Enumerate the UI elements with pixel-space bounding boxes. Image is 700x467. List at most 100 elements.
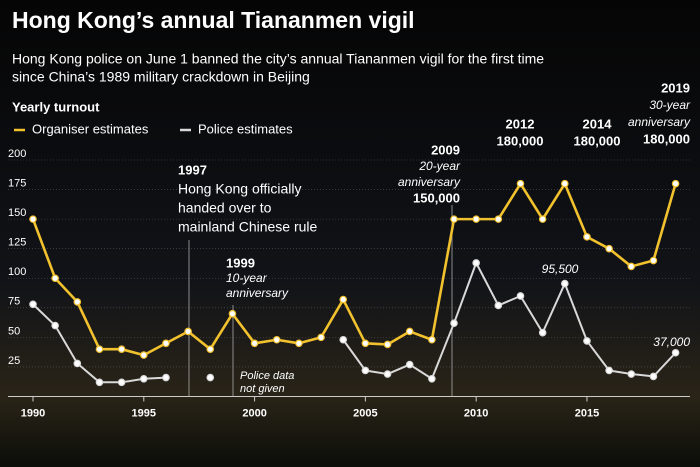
data-point	[29, 300, 37, 309]
data-point	[627, 262, 636, 271]
data-point	[206, 373, 215, 382]
data-point	[228, 309, 237, 318]
data-point	[605, 244, 613, 253]
data-point	[450, 215, 458, 223]
annotation: anniversary	[628, 115, 691, 129]
annotation: 1999	[226, 255, 255, 270]
data-point	[184, 327, 192, 336]
data-point	[162, 339, 170, 348]
data-point	[538, 215, 547, 223]
annotation: Police data	[240, 370, 294, 382]
data-point	[516, 292, 525, 300]
legend-label: Organiser estimates	[32, 121, 149, 136]
y-tick-label: 175	[8, 177, 26, 189]
y-tick-label: 25	[8, 355, 20, 367]
data-point	[295, 339, 303, 348]
series-line	[31, 182, 677, 357]
data-point	[117, 378, 126, 387]
legend-title: Yearly turnout	[12, 99, 100, 114]
data-point	[583, 337, 591, 345]
annotation: anniversary	[398, 175, 461, 189]
annotation: 1997	[178, 162, 207, 177]
data-point	[73, 298, 82, 306]
data-point	[73, 359, 82, 368]
data-point	[383, 340, 392, 349]
data-point	[139, 351, 148, 359]
data-point	[51, 274, 59, 283]
data-point	[361, 366, 370, 375]
data-point	[29, 215, 37, 223]
data-point	[51, 321, 59, 330]
annotation: 2019	[661, 80, 690, 95]
data-point	[272, 335, 281, 344]
chart-title: Hong Kong’s annual Tiananmen vigil	[12, 7, 415, 33]
data-point	[339, 295, 348, 304]
data-point	[383, 370, 392, 378]
x-tick-label: 2000	[242, 407, 266, 419]
subtitle: Hong Kong police on June 1 banned the ci…	[12, 51, 544, 67]
x-tick-label: 2010	[464, 407, 488, 419]
data-point	[472, 259, 480, 267]
annotation: 37,000	[653, 335, 690, 349]
data-point	[649, 256, 658, 265]
annotation: handed over to	[178, 200, 272, 216]
annotation: 2009	[431, 142, 460, 157]
x-tick-label: 1995	[132, 407, 156, 419]
data-point	[162, 373, 170, 382]
data-point	[649, 372, 658, 381]
data-point	[250, 339, 259, 348]
data-point	[671, 179, 680, 188]
annotation: 30-year	[649, 98, 691, 112]
y-tick-label: 75	[8, 296, 20, 308]
annotation: 180,000	[643, 131, 690, 146]
y-tick-label: 125	[8, 237, 26, 249]
data-point	[405, 327, 414, 336]
data-point	[671, 348, 680, 357]
y-tick-label: 200	[8, 148, 26, 160]
legend-label: Police estimates	[198, 121, 293, 136]
annotation: 10-year	[226, 271, 268, 285]
data-point	[317, 333, 325, 342]
data-point	[405, 360, 414, 369]
annotation: Hong Kong officially	[178, 181, 301, 197]
annotation: 2014	[583, 116, 613, 131]
x-tick-label: 2005	[353, 407, 377, 419]
data-point	[494, 301, 503, 310]
y-tick-label: 50	[8, 325, 20, 337]
data-point	[494, 215, 503, 223]
annotation: anniversary	[226, 286, 289, 300]
data-point	[583, 233, 591, 241]
annotation: not given	[240, 383, 285, 395]
data-point	[139, 374, 148, 383]
annotation: 180,000	[574, 133, 621, 148]
data-point	[95, 345, 104, 354]
data-point	[95, 378, 104, 387]
data-point	[561, 279, 569, 288]
annotation: 180,000	[497, 133, 544, 148]
y-tick-label: 100	[8, 266, 26, 278]
annotation: 2012	[506, 116, 535, 131]
data-point	[627, 370, 636, 378]
annotation: 95,500	[542, 262, 579, 276]
data-point	[605, 366, 613, 375]
data-point	[428, 335, 436, 344]
subtitle: since China’s 1989 military crackdown in…	[12, 69, 310, 85]
data-point	[206, 345, 215, 354]
data-point	[472, 215, 480, 223]
data-point	[450, 319, 458, 327]
data-point	[516, 179, 525, 188]
data-point	[339, 335, 348, 344]
x-tick-label: 2015	[575, 407, 599, 419]
y-tick-label: 150	[8, 207, 26, 219]
annotation: mainland Chinese rule	[178, 219, 318, 235]
data-point	[428, 374, 436, 383]
data-point	[117, 345, 126, 354]
data-point	[538, 328, 547, 337]
data-point	[361, 339, 370, 348]
annotation: 20-year	[418, 159, 461, 173]
data-point	[561, 179, 569, 188]
annotation: 150,000	[413, 190, 460, 205]
x-tick-label: 1990	[21, 407, 45, 419]
